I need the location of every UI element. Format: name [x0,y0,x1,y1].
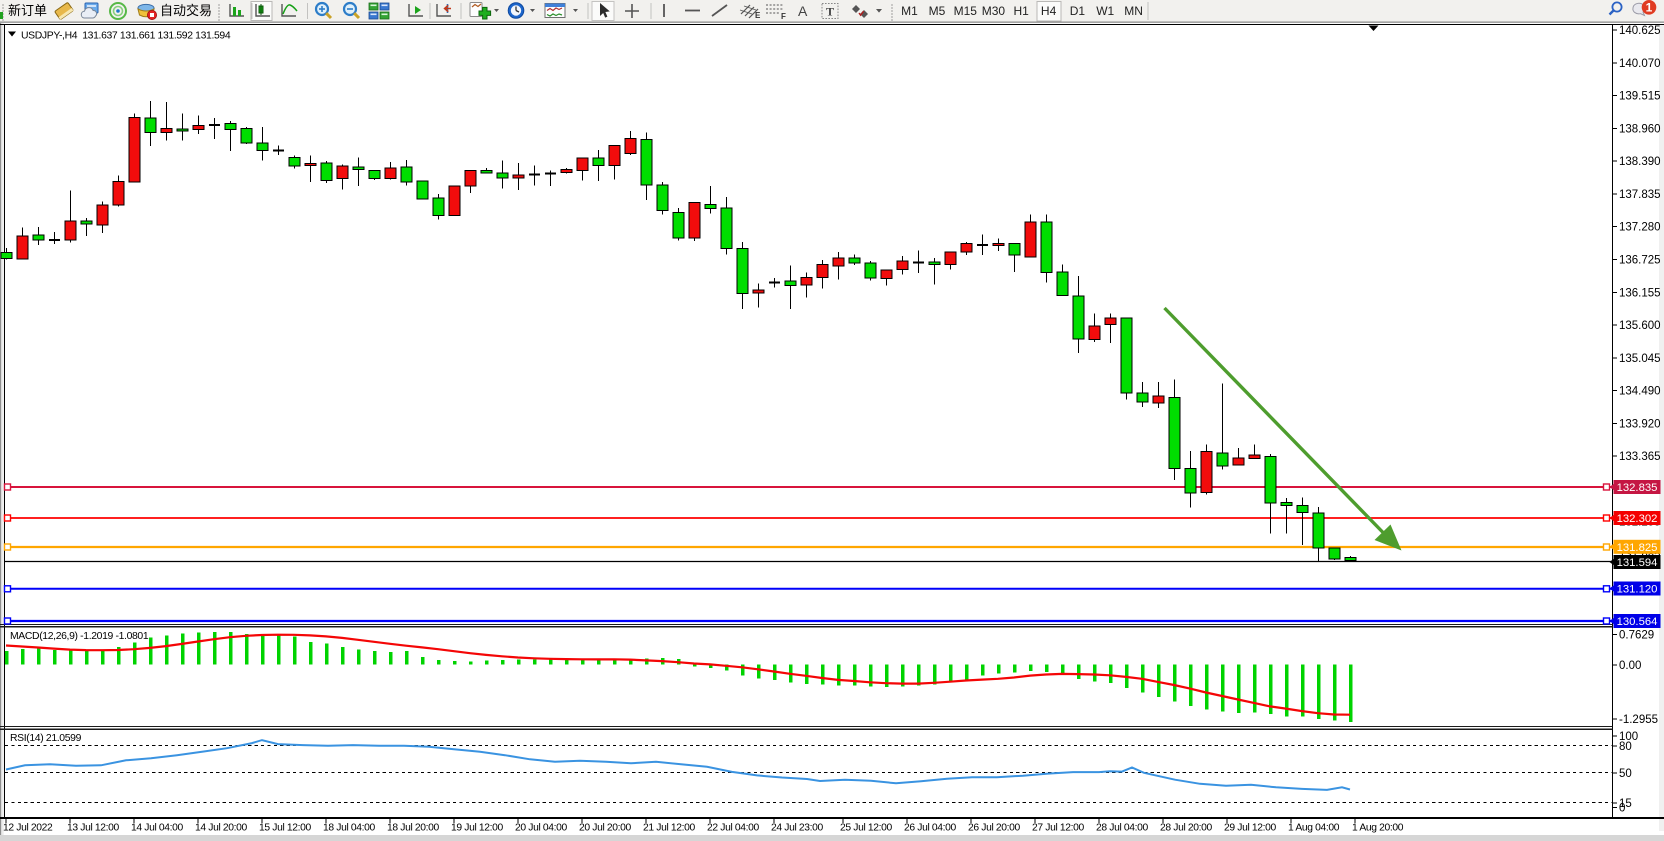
svg-text:1 Aug 20:00: 1 Aug 20:00 [1352,823,1404,834]
svg-text:25 Jul 12:00: 25 Jul 12:00 [840,823,893,834]
svg-text:19 Jul 12:00: 19 Jul 12:00 [451,823,504,834]
svg-text:29 Jul 12:00: 29 Jul 12:00 [1224,823,1277,834]
svg-text:W1: W1 [1096,4,1114,18]
svg-text:139.515: 139.515 [1619,91,1661,103]
svg-text:M5: M5 [929,4,946,18]
svg-text:137.280: 137.280 [1619,222,1661,234]
svg-text:14 Jul 20:00: 14 Jul 20:00 [195,823,248,834]
svg-text:132.835: 132.835 [1617,482,1658,494]
svg-text:136.725: 136.725 [1619,254,1661,266]
svg-text:26 Jul 04:00: 26 Jul 04:00 [904,823,957,834]
svg-text:20 Jul 20:00: 20 Jul 20:00 [579,823,632,834]
svg-text:133.365: 133.365 [1619,451,1661,463]
svg-text:H1: H1 [1014,4,1030,18]
svg-text:M30: M30 [982,4,1006,18]
svg-text:H4: H4 [1041,4,1057,18]
svg-text:135.045: 135.045 [1619,353,1661,365]
svg-text:15: 15 [1619,798,1632,810]
svg-text:MACD(12,26,9) -1.2019 -1.0801: MACD(12,26,9) -1.2019 -1.0801 [10,631,149,642]
svg-text:1 Aug 04:00: 1 Aug 04:00 [1288,823,1340,834]
svg-text:136.155: 136.155 [1619,287,1661,299]
svg-text:T: T [826,5,834,19]
svg-text:138.390: 138.390 [1619,156,1661,168]
svg-text:13 Jul 12:00: 13 Jul 12:00 [67,823,120,834]
svg-text:131.594: 131.594 [1617,557,1658,569]
svg-text:131.825: 131.825 [1617,542,1658,554]
svg-text:12 Jul 2022: 12 Jul 2022 [3,823,53,834]
svg-text:131.120: 131.120 [1617,584,1658,596]
svg-text:140.070: 140.070 [1619,58,1661,70]
svg-text:0.00: 0.00 [1619,660,1641,672]
svg-text:RSI(14) 21.0599: RSI(14) 21.0599 [10,733,82,744]
svg-text:自动交易: 自动交易 [160,3,212,18]
svg-text:27 Jul 12:00: 27 Jul 12:00 [1032,823,1085,834]
svg-text:1: 1 [1646,1,1653,15]
svg-text:A: A [798,3,808,19]
svg-text:18 Jul 20:00: 18 Jul 20:00 [387,823,440,834]
svg-text:132.302: 132.302 [1617,513,1658,525]
svg-text:80: 80 [1619,741,1632,753]
svg-text:15 Jul 12:00: 15 Jul 12:00 [259,823,312,834]
svg-text:-1.2955: -1.2955 [1619,714,1658,726]
svg-text:D1: D1 [1070,4,1086,18]
svg-text:28 Jul 20:00: 28 Jul 20:00 [1160,823,1213,834]
svg-text:24 Jul 23:00: 24 Jul 23:00 [771,823,824,834]
svg-text:28 Jul 04:00: 28 Jul 04:00 [1096,823,1149,834]
svg-text:138.960: 138.960 [1619,123,1661,135]
svg-text:0: 0 [1619,803,1625,815]
svg-text:USDJPY-,H4 131.637 131.661 13: USDJPY-,H4 131.637 131.661 131.592 131.5… [21,31,231,42]
svg-text:130.564: 130.564 [1617,616,1658,628]
svg-text:20 Jul 04:00: 20 Jul 04:00 [515,823,568,834]
svg-text:133.920: 133.920 [1619,418,1661,430]
svg-text:50: 50 [1619,768,1632,780]
svg-text:134.490: 134.490 [1619,386,1661,398]
svg-text:0.7629: 0.7629 [1619,630,1654,642]
svg-text:M15: M15 [954,4,978,18]
svg-text:E: E [755,11,761,20]
svg-text:137.835: 137.835 [1619,189,1661,201]
svg-text:100: 100 [1619,731,1638,743]
svg-text:26 Jul 20:00: 26 Jul 20:00 [968,823,1021,834]
svg-text:MN: MN [1124,4,1143,18]
svg-text:18 Jul 04:00: 18 Jul 04:00 [323,823,376,834]
svg-text:21 Jul 12:00: 21 Jul 12:00 [643,823,696,834]
svg-text:新订单: 新订单 [8,3,47,18]
svg-text:M1: M1 [901,4,918,18]
svg-text:140.625: 140.625 [1619,25,1661,37]
svg-text:14 Jul 04:00: 14 Jul 04:00 [131,823,184,834]
svg-text:135.600: 135.600 [1619,320,1661,332]
svg-text:F: F [781,12,786,21]
svg-text:22 Jul 04:00: 22 Jul 04:00 [707,823,760,834]
